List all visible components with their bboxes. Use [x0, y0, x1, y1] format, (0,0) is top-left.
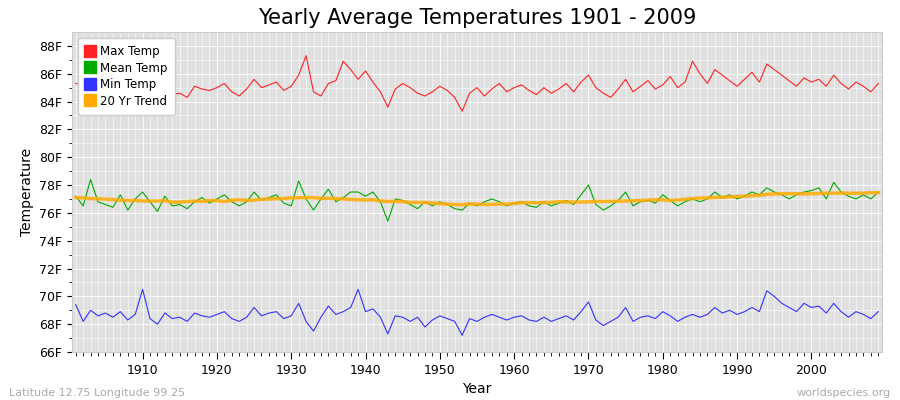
Text: Latitude 12.75 Longitude 99.25: Latitude 12.75 Longitude 99.25: [9, 388, 185, 398]
Title: Yearly Average Temperatures 1901 - 2009: Yearly Average Temperatures 1901 - 2009: [257, 8, 697, 28]
X-axis label: Year: Year: [463, 382, 491, 396]
Text: worldspecies.org: worldspecies.org: [796, 388, 891, 398]
Y-axis label: Temperature: Temperature: [20, 148, 33, 236]
Legend: Max Temp, Mean Temp, Min Temp, 20 Yr Trend: Max Temp, Mean Temp, Min Temp, 20 Yr Tre…: [78, 38, 175, 115]
